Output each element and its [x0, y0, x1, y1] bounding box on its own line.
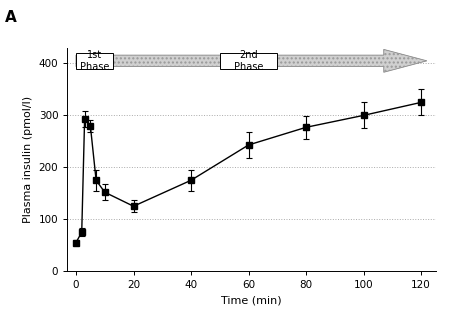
Text: 2nd
Phase: 2nd Phase — [234, 50, 263, 72]
X-axis label: Time (min): Time (min) — [221, 296, 282, 306]
Polygon shape — [76, 49, 427, 72]
Bar — [220, 53, 277, 69]
Text: A: A — [4, 10, 16, 25]
Bar — [76, 53, 113, 69]
Y-axis label: Plasma insulin (pmol/l): Plasma insulin (pmol/l) — [23, 96, 33, 223]
Text: 1st
Phase: 1st Phase — [80, 50, 110, 72]
